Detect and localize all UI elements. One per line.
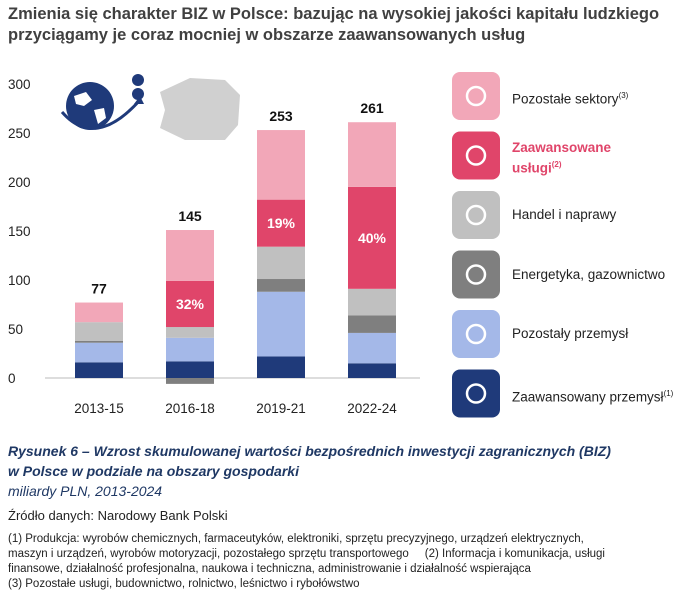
footnote: maszyn i urządzeń, wyrobów motoryzacji, …: [8, 548, 605, 560]
bar-segment: [257, 291, 305, 357]
legend-icon: [452, 131, 500, 180]
y-tick-label: 0: [8, 371, 16, 386]
footnotes: (1) Produkcja: wyrobów chemicznych, farm…: [8, 532, 605, 592]
legend-note: (3): [618, 91, 629, 100]
bar-segment: [348, 363, 396, 378]
total-label: 261: [360, 100, 384, 116]
footnote: finansowe, działalność profesjonalna, na…: [8, 563, 531, 575]
y-tick-label: 300: [8, 77, 31, 92]
legend-item: Pozostały przemysł: [512, 325, 682, 342]
legend-icon: [452, 310, 500, 358]
bar-segment: [166, 337, 214, 362]
title-line: Zmienia się charakter BIZ w Polsce: bazu…: [8, 5, 660, 23]
legend-icon-glyph: [465, 264, 487, 285]
x-tick-label: 2022-24: [347, 401, 397, 416]
total-label: 145: [178, 208, 202, 224]
legend-label: Pozostałe sektory: [512, 91, 619, 107]
x-tick-label: 2016-18: [165, 401, 215, 416]
share-label: 40%: [358, 230, 387, 246]
y-tick-label: 200: [8, 175, 31, 190]
legend-label: Pozostały przemysł: [512, 326, 629, 341]
bar-segment: [348, 288, 396, 316]
bar-segment: [75, 302, 123, 323]
legend-note: (2): [551, 159, 562, 169]
x-tick-label: 2013-15: [74, 401, 124, 416]
share-label: 19%: [267, 215, 296, 231]
x-tick-label: 2019-21: [256, 401, 306, 416]
y-tick-label: 150: [8, 224, 31, 239]
footnote: (1) Produkcja: wyrobów chemicznych, farm…: [8, 533, 584, 545]
bar-segment: [75, 340, 123, 343]
legend-icon: [452, 250, 500, 299]
caption-line: Rysunek 6 – Wzrost skumulowanej wartości…: [8, 443, 611, 459]
legend-icon-glyph: [465, 85, 487, 107]
chart-title: Zmienia się charakter BIZ w Polsce: bazu…: [8, 4, 659, 46]
bar-segment: [75, 342, 123, 363]
legend-icon: [452, 72, 500, 120]
legend-label: Handel i naprawy: [512, 207, 617, 222]
total-label: 77: [91, 281, 107, 297]
bar-segment: [166, 327, 214, 338]
bar-segment: [257, 246, 305, 280]
legend-item: Zaawansowany przemysł(1): [512, 385, 682, 406]
legend-item: Handel i naprawy: [512, 206, 682, 223]
bar-segment: [166, 280, 214, 328]
legend-icon-glyph: [465, 323, 487, 345]
footnote: (3) Pozostałe usługi, budownictwo, rolni…: [8, 578, 360, 590]
legend-label: Energetyka, gazownictwo: [512, 266, 666, 282]
bar-segment: [75, 362, 123, 378]
legend-icon: [452, 191, 500, 239]
legend-icon: [452, 369, 500, 418]
bar-segment: [166, 361, 214, 378]
legend-icon-glyph: [465, 204, 487, 226]
y-tick-label: 100: [8, 273, 31, 288]
bar-segment: [348, 186, 396, 289]
bar-segment: [348, 332, 396, 364]
legend-label: Zaawansowane usługi: [512, 139, 612, 176]
decoration: [60, 74, 240, 140]
y-tick-label: 50: [8, 322, 23, 337]
bar-segment: [257, 199, 305, 247]
legend-item: Pozostałe sektory(3): [512, 87, 682, 108]
legend-icon-glyph: [465, 383, 487, 404]
bar-segment: [257, 356, 305, 378]
bar-segment: [75, 322, 123, 341]
y-tick-label: 250: [8, 126, 31, 141]
caption: Rysunek 6 – Wzrost skumulowanej wartości…: [8, 441, 611, 501]
caption-line: w Polsce w podziale na obszary gospodark…: [8, 463, 299, 479]
title-line: przyciągamy je coraz mocniej w obszarze …: [8, 26, 526, 44]
bar-segment: [166, 230, 214, 281]
legend-note: (1): [663, 388, 674, 398]
unit: miliardy PLN, 2013-2024: [8, 483, 163, 499]
legend-item: Zaawansowane usługi(2): [512, 139, 627, 177]
bar-segment: [348, 315, 396, 333]
bar-segment: [257, 279, 305, 292]
legend-item: Energetyka, gazownictwo: [512, 266, 682, 283]
source: Źródło danych: Narodowy Bank Polski: [8, 508, 228, 523]
bar-segment: [348, 122, 396, 187]
total-label: 253: [269, 108, 293, 124]
legend-icon-glyph: [465, 145, 487, 166]
bar-segment: [257, 130, 305, 200]
bar-segment: [166, 378, 214, 384]
chart: 0 50 100 150 200 250 300 77 2013-15 32% 145 2016-18…: [8, 72, 500, 418]
share-label: 32%: [176, 296, 205, 312]
legend-label: Zaawansowany przemysł: [512, 389, 664, 404]
